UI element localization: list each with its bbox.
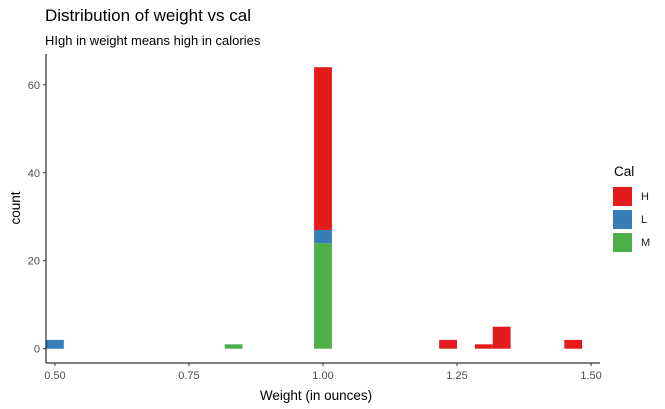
legend-label-l: L	[641, 213, 648, 226]
legend: Cal H L M	[612, 164, 650, 254]
y-tick-label: 40	[28, 168, 40, 180]
x-axis-title: Weight (in ounces)	[260, 388, 372, 403]
bar-h-2	[474, 344, 493, 349]
x-tick-label: 1.50	[580, 370, 601, 382]
y-ticks-group: 0 20 40 60	[28, 80, 46, 356]
chart-title: Distribution of weight vs cal	[45, 6, 251, 25]
legend-item-l: L	[612, 208, 650, 231]
x-tick-label: 1.25	[446, 370, 467, 382]
y-tick-label: 60	[28, 80, 40, 92]
y-tick-label: 20	[28, 256, 40, 268]
legend-title: Cal	[614, 164, 635, 179]
legend-key-l	[612, 209, 633, 230]
bar-l-0	[46, 339, 64, 349]
chart-subtitle: HIgh in weight means high in calories	[45, 33, 261, 48]
bar-m-0	[224, 344, 243, 349]
x-ticks-group: 0.50 0.75 1.00 1.25 1.50	[44, 363, 602, 382]
bars-group	[46, 67, 583, 349]
legend-key-m	[612, 232, 633, 253]
bar-h-1	[439, 339, 458, 349]
bar-m-1	[314, 243, 332, 349]
bar-h-3	[492, 326, 511, 349]
legend-label-m: M	[641, 236, 651, 249]
x-tick-label: 1.00	[312, 370, 333, 382]
legend-item-m: M	[612, 231, 650, 254]
x-tick-label: 0.75	[178, 370, 199, 382]
y-axis-title: count	[8, 191, 23, 224]
bar-l-1	[314, 229, 332, 244]
legend-label-h: H	[641, 190, 649, 203]
y-tick-label: 0	[34, 344, 40, 356]
bar-h-0	[314, 67, 332, 230]
legend-key-h	[612, 186, 633, 207]
x-tick-label: 0.50	[44, 370, 65, 382]
legend-item-h: H	[612, 185, 650, 208]
bar-h-4	[564, 339, 583, 349]
